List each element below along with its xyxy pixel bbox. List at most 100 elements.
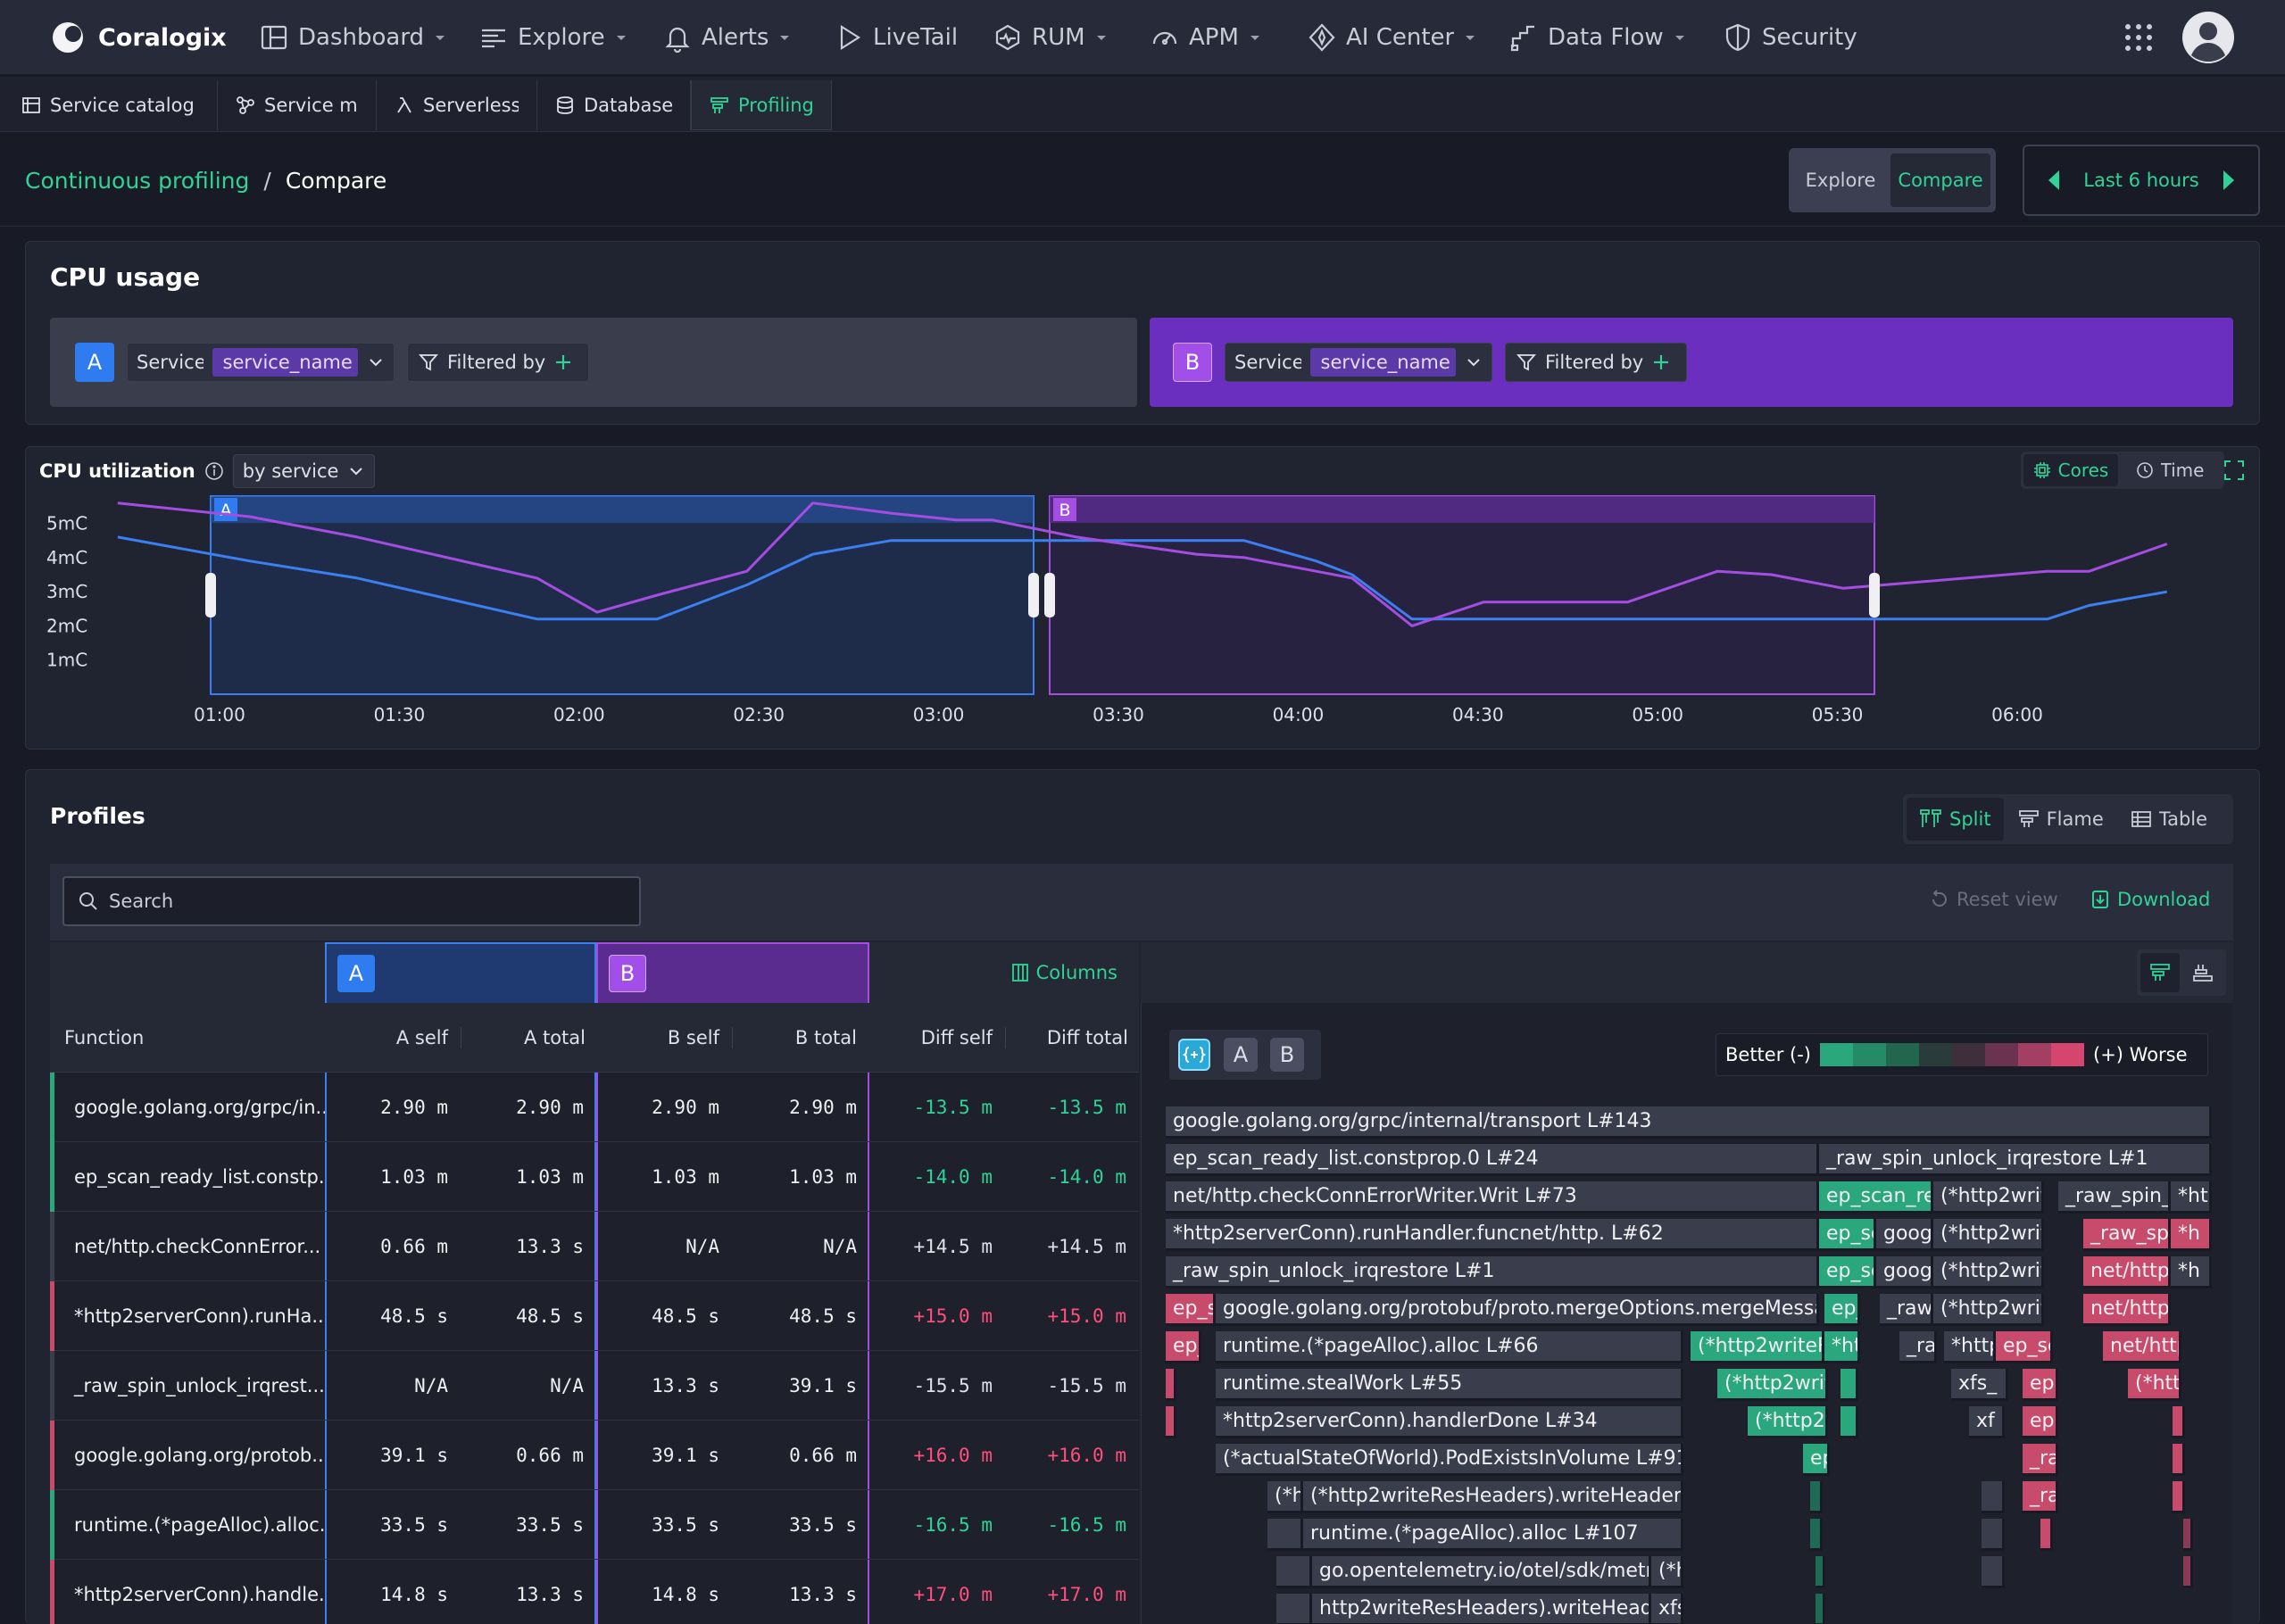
flame-frame[interactable]: *http2serverConn).handlerDone L#34 [1216,1406,1683,1438]
explore-button[interactable]: Explore [1794,153,1887,207]
tab-serverless[interactable]: Serverless [377,80,537,130]
flame-frame-sliver[interactable] [1166,1406,1176,1438]
nav-rum[interactable]: RUM [993,16,1109,59]
flame-frame[interactable]: _raw_spin_u [2058,1181,2171,1214]
flame-frame[interactable]: ep_ [1166,1331,1201,1363]
columns-button[interactable]: Columns [869,942,1139,1003]
region-a-end-handle[interactable] [1028,573,1039,617]
info-icon[interactable] [204,461,224,481]
flame-frame[interactable]: (*http2writeResHeaders).writeHeaderBlock [1303,1481,1683,1513]
flame-frame[interactable]: (*http2write [1933,1294,2044,1326]
nav-ai-center[interactable]: AI Center [1307,16,1477,59]
flame-mode-button[interactable] [2183,953,2223,992]
flame-frame[interactable]: go.opentelemetry.io/otel/sdk/metric/int [1312,1556,1651,1588]
flame-frame-sliver[interactable] [2173,1406,2185,1438]
nav-data-flow[interactable]: Data Flow [1508,16,1687,59]
group-by-select[interactable]: by service [232,454,376,488]
table-row[interactable]: ep_scan_ready_list.constp... 1.03 m 1.03 m… [50,1141,1139,1212]
search-input[interactable]: Search [62,876,641,926]
flame-frame[interactable]: *http [1944,1331,1996,1363]
flame-frame[interactable]: net/http [2103,1331,2181,1363]
flame-frame[interactable]: *ht [1824,1331,1860,1363]
user-avatar[interactable] [2181,11,2235,64]
flame-frame[interactable]: _raw_spir [2083,1219,2171,1251]
apps-grid-icon[interactable] [2123,21,2155,54]
header-a-self[interactable]: A self [395,1026,448,1048]
region-a-start-handle[interactable] [205,573,216,617]
header-function[interactable]: Function [64,1026,145,1048]
flame-frame[interactable]: *h [2171,1219,2212,1251]
compare-button[interactable]: Compare [1890,153,1990,207]
time-range-label[interactable]: Last 6 hours [2083,170,2199,191]
table-row[interactable]: *http2serverConn).runHa... 48.5 s 48.5 s 48… [50,1280,1139,1351]
tab-service-map[interactable]: Service map [218,80,377,130]
flame-frame-sliver[interactable] [1840,1406,1858,1438]
flame-frame[interactable]: xfs_ [1951,1369,2008,1401]
header-a-total[interactable]: A total [461,1026,596,1048]
reset-view-button[interactable]: Reset view [1930,889,2058,910]
caret-right-icon[interactable] [2221,169,2237,192]
flame-frame[interactable]: xfs [1651,1594,1683,1624]
flame-frame[interactable]: _raw_ [1880,1294,1933,1326]
flame-frame-sliver[interactable] [1267,1519,1303,1551]
flame-frame[interactable]: ep_sc [1996,1331,2053,1363]
icicle-mode-button[interactable] [2140,953,2180,992]
flame-frame[interactable]: _raw_spin_unlock_irqrestore L#1 [1819,1144,2212,1176]
flame-frame[interactable]: runtime.stealWork L#55 [1216,1369,1683,1401]
flame-frame[interactable]: google.golang.org/protobuf/proto.mergeOp… [1216,1294,1819,1326]
flame-frame[interactable]: googl [1876,1219,1933,1251]
flame-frame-sliver[interactable] [1810,1519,1823,1551]
header-diff-total[interactable]: Diff total [1005,1026,1139,1048]
table-row[interactable]: _raw_spin_unlock_irqrest... N/A N/A 13.3 s 3… [50,1350,1139,1421]
flame-frame[interactable]: runtime.(*pageAlloc).alloc L#107 [1303,1519,1683,1551]
flame-frame[interactable]: net/http.checkConnErrorWriter.Writ L#73 [1166,1181,1819,1214]
flame-frame-sliver[interactable] [2183,1519,2193,1551]
flame-frame[interactable]: ep [1803,1444,1830,1476]
tab-database[interactable]: Database [537,80,691,130]
header-b-self[interactable]: B self [667,1026,719,1048]
flame-frame[interactable]: runtime.(*pageAlloc).alloc L#66 [1216,1331,1683,1363]
selection-region-a[interactable] [210,495,1034,695]
flame-frame-sliver[interactable] [1276,1556,1312,1588]
flame-view-button[interactable]: Flame [2006,798,2116,841]
flame-frame[interactable]: googl [1876,1256,1933,1288]
flame-frame[interactable]: net/http.( [2083,1256,2171,1288]
flame-frame[interactable]: ep [2023,1406,2058,1438]
flame-frame[interactable]: _ra [1899,1331,1937,1363]
table-row[interactable]: runtime.(*pageAlloc).alloc... 33.5 s 33.5 … [50,1489,1139,1560]
diff-source-button[interactable] [1173,1033,1216,1076]
flame-frame[interactable]: (*h [1651,1556,1683,1588]
nav-explore[interactable]: Explore [478,16,628,59]
flame-frame[interactable]: (*http2v [1748,1406,1828,1438]
service-select-b[interactable]: Service service_name [1225,343,1492,382]
tab-profiling[interactable]: Profiling [691,80,832,130]
flame-frame[interactable]: net/http.( [2083,1294,2171,1326]
flame-frame[interactable]: (*http2write [1933,1256,2044,1288]
flame-frame[interactable]: (*http2write [1933,1219,2044,1251]
flame-frame[interactable]: (*http2writ [1717,1369,1828,1401]
flame-frame[interactable]: _raw_spin_unlock_irqrestore L#1 [1166,1256,1819,1288]
table-view-button[interactable]: Table [2118,798,2220,841]
flame-frame[interactable]: ep_scan_rea [1819,1181,1933,1214]
expand-icon[interactable] [2223,459,2246,482]
flame-frame[interactable]: ep [2023,1369,2058,1401]
flame-frame[interactable]: (*htt [1267,1481,1303,1513]
flame-frame-sliver[interactable] [1982,1556,2005,1588]
flame-frame[interactable]: xf [1969,1406,2005,1438]
selection-region-b[interactable] [1049,495,1875,695]
nav-livetail[interactable]: LiveTail [834,16,958,59]
nav-security[interactable]: Security [1723,16,1857,59]
source-b-button[interactable]: B [1266,1033,1309,1076]
flame-frame-sliver[interactable] [1982,1519,2005,1551]
flame-frame-sliver[interactable] [2173,1444,2185,1476]
region-b-end-handle[interactable] [1869,573,1880,617]
flame-frame[interactable]: ep_sc [1819,1256,1876,1288]
flame-frame[interactable]: ep_ [1824,1294,1860,1326]
cores-toggle[interactable]: Cores [2023,454,2118,486]
nav-apm[interactable]: APM [1150,16,1262,59]
table-row[interactable]: *http2serverConn).handle... 14.8 s 13.3 s 1… [50,1559,1139,1624]
filter-button-b[interactable]: Filtered by [1505,343,1687,382]
brand-logo[interactable]: Coralogix [50,16,227,59]
flame-frame[interactable]: (*actualStateOfWorld).PodExistsInVolume … [1216,1444,1683,1476]
breadcrumb-link[interactable]: Continuous profiling [25,167,250,194]
